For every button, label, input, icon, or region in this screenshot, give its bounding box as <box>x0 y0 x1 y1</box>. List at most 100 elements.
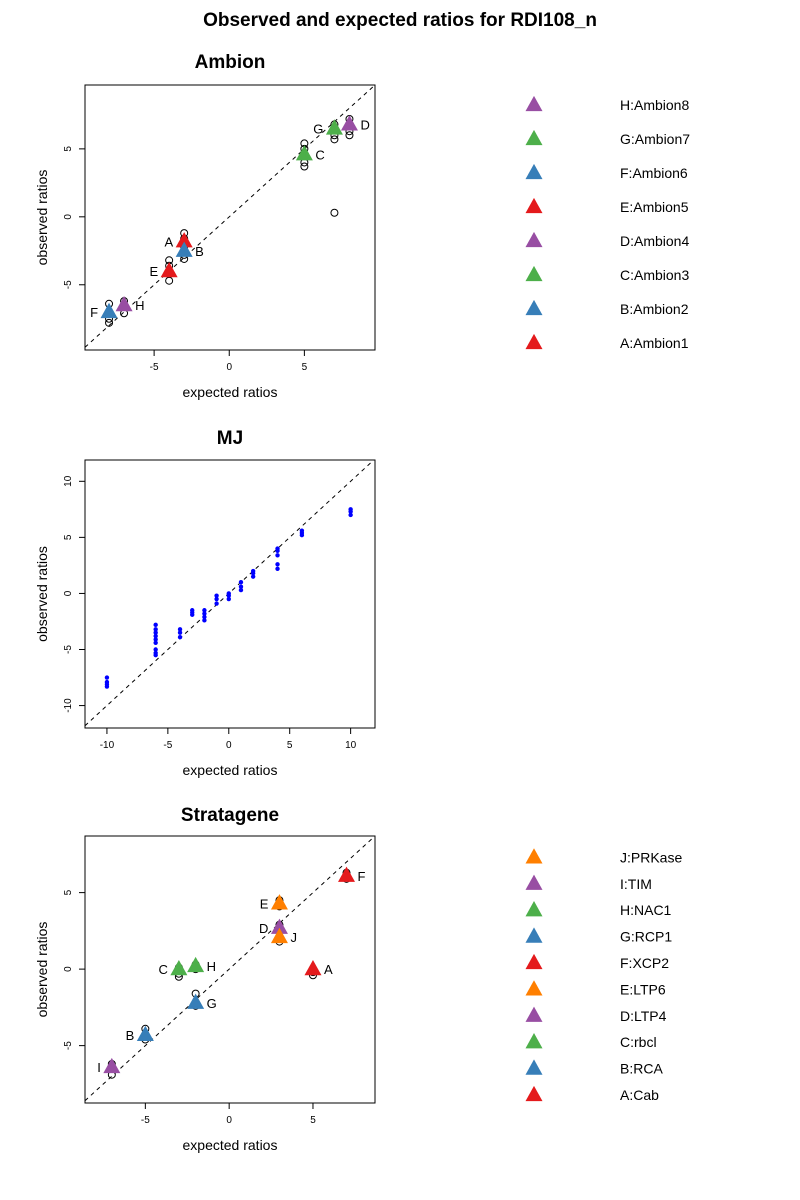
data-point <box>238 584 244 589</box>
legend-marker <box>525 1033 543 1049</box>
legend: A:Cab B:RCA C:rbcl D:LTP4 E:LTP6 F:XCP2 G:RCP1… <box>525 848 682 1103</box>
data-point <box>202 608 207 613</box>
data-point <box>153 652 158 658</box>
data-point <box>226 596 231 602</box>
y-tick-label: 0 <box>63 214 74 220</box>
data-point <box>214 596 219 602</box>
group-letter-I: I <box>97 1060 101 1075</box>
data-point <box>275 562 280 567</box>
data-point <box>214 593 219 598</box>
x-tick-label: 5 <box>287 740 293 751</box>
data-point <box>214 601 219 606</box>
group-letter-G: G <box>313 121 323 136</box>
legend-label: E:LTP6 <box>620 981 666 997</box>
group-letter-H: H <box>207 959 216 974</box>
legend-label: H:Ambion8 <box>620 97 689 113</box>
mean-marker-C <box>170 959 188 976</box>
mean-marker-H <box>187 956 205 973</box>
group-letter-F: F <box>90 305 98 320</box>
x-tick-label: -10 <box>100 740 115 751</box>
panel-title: MJ <box>217 428 243 449</box>
legend-label: B:Ambion2 <box>620 301 689 317</box>
data-point <box>153 633 158 639</box>
y-tick-label: -10 <box>63 698 74 713</box>
legend-marker <box>525 333 543 350</box>
panel-stratagene: Stratagene -5 0 5 -5 0 5 expected ratios observe… <box>34 805 682 1153</box>
data-point <box>238 587 244 593</box>
mean-marker-G <box>325 119 343 135</box>
legend-marker <box>525 848 543 864</box>
identity-line <box>84 84 376 348</box>
x-axis-label: expected ratios <box>183 762 278 778</box>
plot-frame <box>84 459 376 729</box>
data-point <box>104 684 110 689</box>
group-letter-E: E <box>149 264 158 279</box>
mean-marker-A <box>175 232 193 248</box>
data-point <box>348 507 353 512</box>
data-point <box>275 553 280 558</box>
plot-frame <box>84 84 376 351</box>
mean-marker-B <box>175 241 193 257</box>
panel-mj: MJ -10 -5 0 5 10 -10 -5 0 5 10 expected ratios obser… <box>34 428 376 778</box>
legend-marker <box>525 901 543 917</box>
observation-G <box>330 208 339 217</box>
legend-marker <box>525 299 543 316</box>
legend-label: I:TIM <box>620 876 652 892</box>
x-tick-label: -5 <box>141 1115 150 1126</box>
x-tick-label: 0 <box>226 1115 232 1126</box>
y-tick-label: 5 <box>63 889 74 895</box>
group-letter-B: B <box>126 1028 135 1043</box>
data-point <box>238 580 244 585</box>
legend-label: D:Ambion4 <box>620 233 689 249</box>
data-point <box>153 627 158 632</box>
mean-marker-F <box>100 302 118 319</box>
y-tick-label: -5 <box>63 645 74 654</box>
mean-marker-J <box>270 927 288 944</box>
data-point <box>190 612 195 617</box>
legend-marker <box>525 197 543 214</box>
group-letter-C: C <box>315 147 324 162</box>
data-point <box>177 627 183 632</box>
legend-marker <box>525 1006 543 1022</box>
y-tick-label: 5 <box>63 534 74 540</box>
mean-marker-H <box>115 295 133 312</box>
data-point <box>250 568 256 574</box>
x-tick-label: -5 <box>150 362 159 373</box>
y-axis-label: observed ratios <box>34 922 50 1018</box>
legend-label: F:XCP2 <box>620 955 669 971</box>
group-letter-A: A <box>164 234 173 249</box>
legend-label: C:rbcl <box>620 1034 657 1050</box>
legend-marker <box>525 1085 543 1102</box>
group-letter-F: F <box>358 869 366 884</box>
data-point <box>153 622 158 628</box>
legend-label: F:Ambion6 <box>620 165 688 181</box>
x-tick-label: 10 <box>345 740 357 751</box>
observation-D <box>345 131 354 140</box>
mean-marker-C <box>295 145 313 161</box>
data-point <box>348 512 353 518</box>
mean-marker-I <box>103 1057 121 1074</box>
legend-marker <box>525 129 543 146</box>
data-point <box>250 574 256 579</box>
x-axis-label: expected ratios <box>183 384 278 400</box>
x-axis-label: expected ratios <box>183 1137 278 1153</box>
group-letter-J: J <box>290 930 297 945</box>
data-point <box>153 647 158 652</box>
data-point <box>153 640 158 645</box>
legend-marker <box>525 927 543 943</box>
group-letter-G: G <box>207 996 217 1011</box>
legend-marker <box>525 163 543 180</box>
data-point <box>299 528 305 533</box>
group-letter-D: D <box>360 117 369 132</box>
mean-marker-F <box>338 866 356 882</box>
x-tick-label: 0 <box>226 740 232 751</box>
data-point <box>177 634 183 640</box>
identity-line <box>84 835 376 1102</box>
data-point <box>275 546 280 551</box>
data-point <box>202 618 207 623</box>
data-point <box>226 593 231 598</box>
y-tick-label: -5 <box>63 280 74 289</box>
data-point <box>153 637 158 642</box>
group-letter-H: H <box>135 298 144 313</box>
